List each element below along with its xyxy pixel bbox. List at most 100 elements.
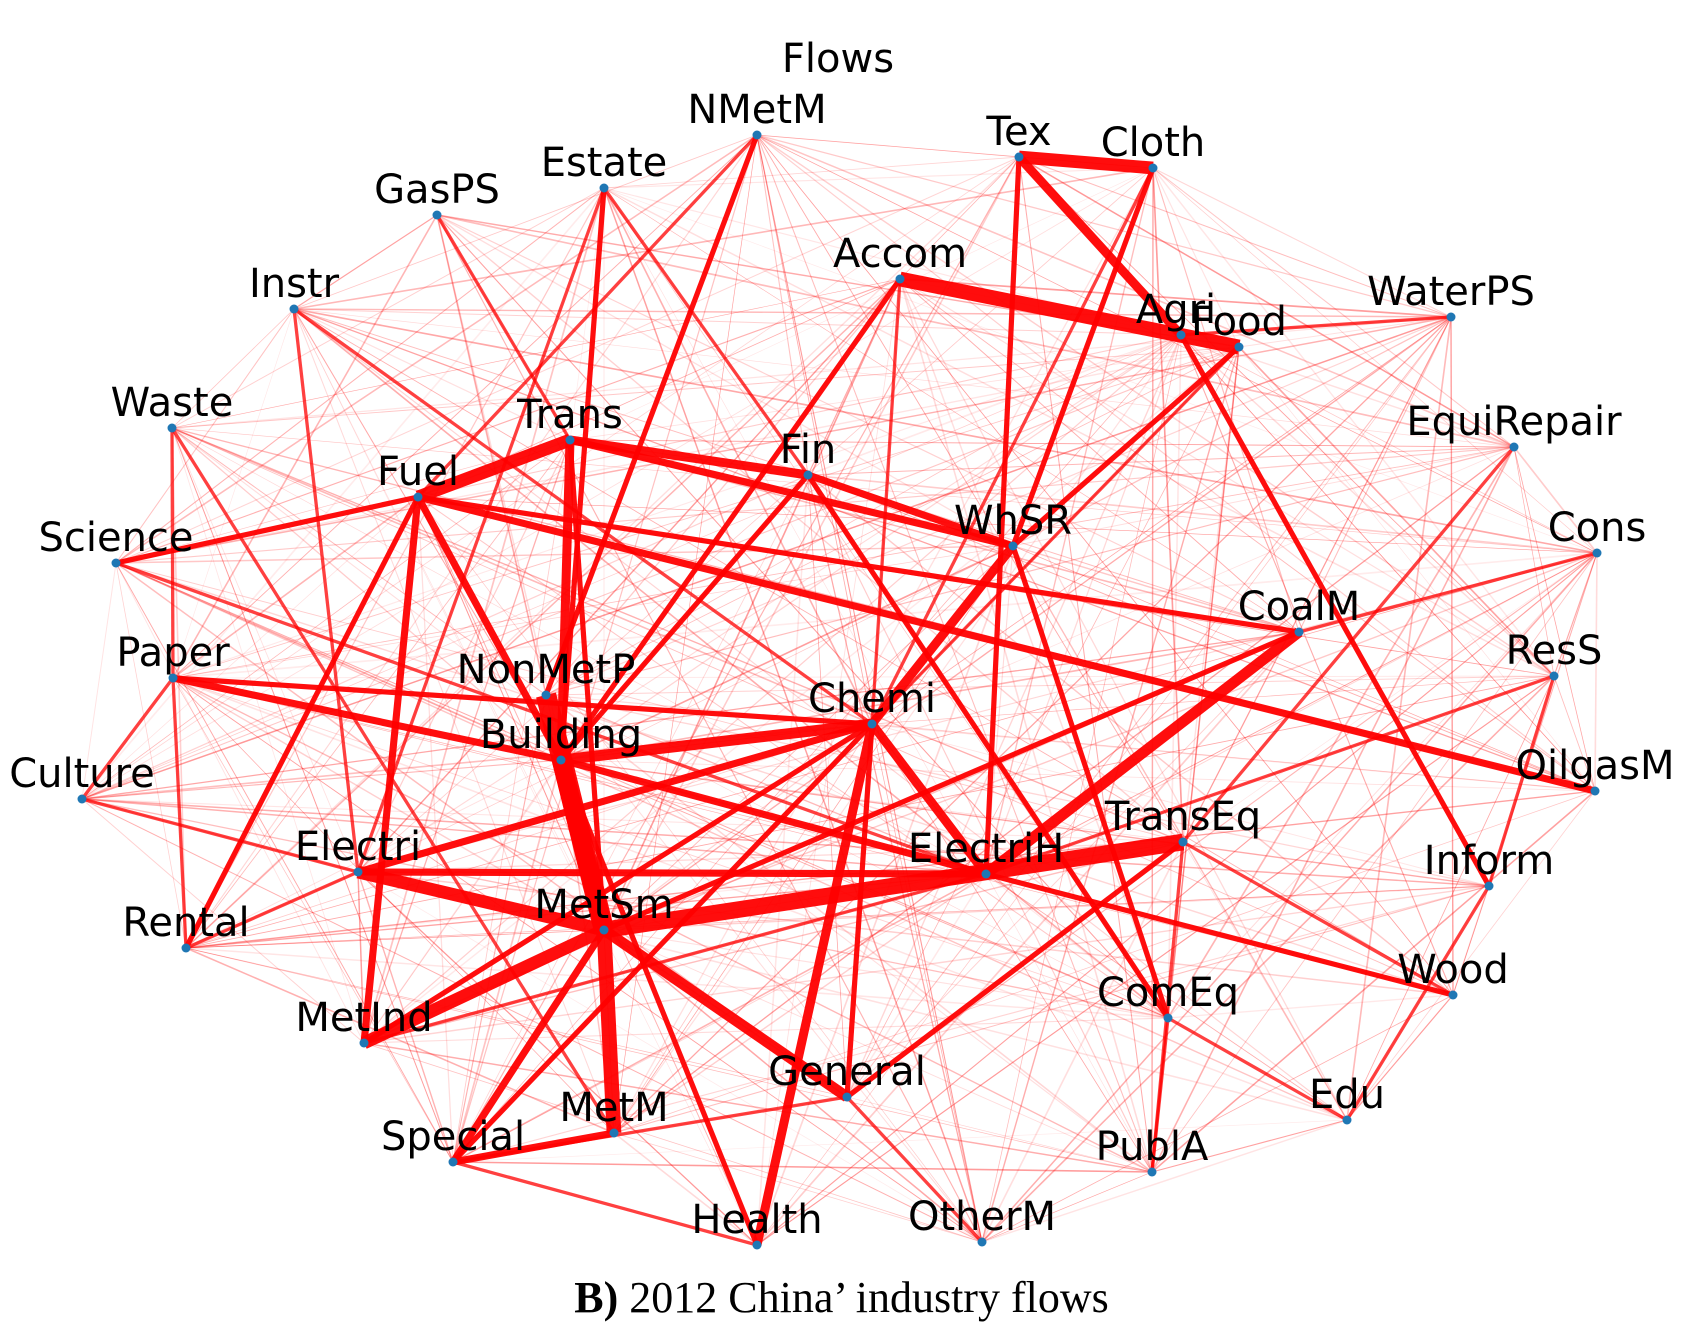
node-OilgasM	[1590, 786, 1600, 796]
background-edge-Rental-MetM	[185, 947, 615, 1134]
edge-Fin-WhSR	[806, 471, 1015, 550]
background-edge-Health-Fin	[756, 474, 809, 1246]
background-edge-Rental-OilgasM	[185, 790, 1596, 949]
node-label-ElectriH: ElectriH	[908, 826, 1064, 872]
background-edge-Edu-WhSR	[1012, 545, 1348, 1121]
background-edge-Edu-OilgasM	[1346, 790, 1596, 1121]
graph-title: Flows	[782, 36, 894, 82]
background-edge-Health-ResS	[756, 675, 1555, 1246]
background-edge-MetM-Chemi	[613, 723, 873, 1134]
label-layer: NMetM Estate GasPS Instr Waste Science Paper Cu…	[9, 87, 1674, 1243]
node-Cons	[1592, 548, 1602, 558]
background-edge-MetSm-ComEq	[603, 929, 1169, 1019]
background-edge-NMetM-Science	[115, 134, 758, 564]
node-layer	[77, 130, 1602, 1250]
edge-Chemi-WhSR	[868, 543, 1017, 727]
node-label-Wood: Wood	[1397, 947, 1509, 993]
background-edge-Instr-Agri	[293, 308, 1182, 336]
node-label-General: General	[768, 1049, 926, 1095]
background-edge-MetInd-OtherM	[363, 1042, 983, 1243]
background-edge-GasPS-CoalM	[436, 214, 1300, 633]
edge-Tex-Cloth	[1018, 150, 1154, 175]
edge-Electri-Chemi	[357, 720, 873, 876]
edge-Edu-ComEq	[1167, 1016, 1348, 1122]
background-edge-Instr-WaterPS	[293, 308, 1452, 318]
background-edge-WaterPS-NonMetP	[545, 316, 1452, 696]
background-edge-PublA-Cons	[1151, 552, 1598, 1173]
background-edge-Instr-Paper	[172, 308, 295, 679]
background-edge-Fuel-MetSm	[417, 496, 605, 931]
edge-MetSm-Special	[450, 928, 607, 1164]
edge-Fin-Building	[559, 473, 810, 762]
background-edge-Special-Trans	[452, 439, 571, 1163]
background-edge-Agri-ComEq	[1167, 334, 1182, 1019]
node-label-Science: Science	[38, 515, 193, 561]
background-edge-OtherM-Electri	[357, 871, 983, 1243]
background-edge-Instr-EquiRepair	[293, 308, 1515, 448]
background-edge-Culture-ComEq	[81, 798, 1169, 1019]
background-edge-WaterPS-MetSm	[603, 316, 1452, 931]
background-edge-WaterPS-CoalM	[1298, 316, 1452, 633]
background-edge-Wood-Fin	[807, 474, 1454, 996]
edge-Rental-Fuel	[183, 495, 421, 950]
background-edge-Special-NonMetP	[452, 694, 547, 1163]
background-edge-Special-Fin	[452, 474, 809, 1163]
node-label-Health: Health	[691, 1197, 822, 1243]
background-edge-GasPS-Instr	[293, 214, 438, 310]
background-edge-Wood-ComEq	[1167, 994, 1454, 1019]
background-edge-EquiRepair-WhSR	[1012, 446, 1515, 547]
background-edge-Accom-MetSm	[603, 278, 901, 931]
background-edge-Health-Electri	[357, 871, 758, 1246]
background-edge-Culture-TransEq	[81, 798, 1184, 843]
background-edge-Culture-Fuel	[81, 496, 419, 800]
background-edge-Rental-Tex	[185, 156, 1020, 949]
node-label-Accom: Accom	[833, 231, 967, 277]
node-label-MetSm: MetSm	[534, 882, 673, 928]
background-edge-OilgasM-EquiRepair	[1513, 446, 1596, 792]
node-label-Instr: Instr	[249, 261, 340, 307]
edge-Paper-Chemi	[172, 675, 873, 727]
background-edge-Culture-ElectriH	[81, 798, 987, 875]
node-label-Trans: Trans	[516, 392, 623, 438]
background-edge-Food-TransEq	[1182, 346, 1240, 843]
background-edge-WaterPS-General	[846, 316, 1452, 1098]
background-edge-WaterPS-Accom	[899, 278, 1452, 318]
node-Culture	[77, 794, 87, 804]
node-MetSm	[599, 925, 609, 935]
background-edge-Special-Edu	[452, 1119, 1348, 1163]
node-Wood	[1448, 990, 1458, 1000]
node-label-CoalM: CoalM	[1238, 584, 1361, 630]
node-Electri	[353, 867, 363, 877]
background-edge-EquiRepair-Fin	[807, 446, 1515, 476]
background-edge-Waste-Rental	[171, 427, 187, 949]
background-edge-Waste-Cons	[171, 427, 1598, 554]
background-edge-GasPS-WhSR	[436, 214, 1014, 547]
background-edge-ResS-Agri	[1180, 334, 1555, 677]
node-Instr	[289, 304, 299, 314]
node-label-Estate: Estate	[541, 140, 668, 186]
background-edge-Food-NonMetP	[545, 346, 1240, 696]
background-edge-Edu-ElectriH	[985, 873, 1348, 1121]
edge-Fuel-Building	[414, 495, 565, 762]
background-edge-Health-CoalM	[756, 631, 1300, 1246]
background-edge-ElectriH-General	[846, 873, 987, 1098]
background-edge-NMetM-TransEq	[756, 134, 1184, 843]
background-edge-OtherM-Wood	[981, 994, 1454, 1243]
edge-Science-Fuel	[115, 494, 419, 566]
node-Special	[448, 1157, 458, 1167]
figure-caption: B) 2012 China’ industry flows	[0, 1272, 1683, 1323]
node-label-Cons: Cons	[1548, 505, 1647, 551]
background-edge-Agri-Fin	[807, 334, 1182, 476]
edge-Building-Chemi	[560, 718, 873, 766]
background-edge-Science-Building	[115, 562, 562, 761]
node-label-NMetM: NMetM	[687, 87, 826, 133]
edge-MetInd-ElectriH	[363, 872, 987, 1045]
background-edge-Estate-PublA	[603, 187, 1153, 1173]
background-edge-OilgasM-WhSR	[1012, 545, 1596, 792]
node-label-Fin: Fin	[780, 427, 837, 473]
background-edge-Culture-Building	[81, 759, 562, 800]
background-edge-OilgasM-ResS	[1553, 675, 1596, 792]
background-edge-Edu-ResS	[1346, 675, 1555, 1121]
background-edge-ResS-Food	[1238, 346, 1555, 677]
background-edge-OtherM-Chemi	[871, 723, 983, 1243]
